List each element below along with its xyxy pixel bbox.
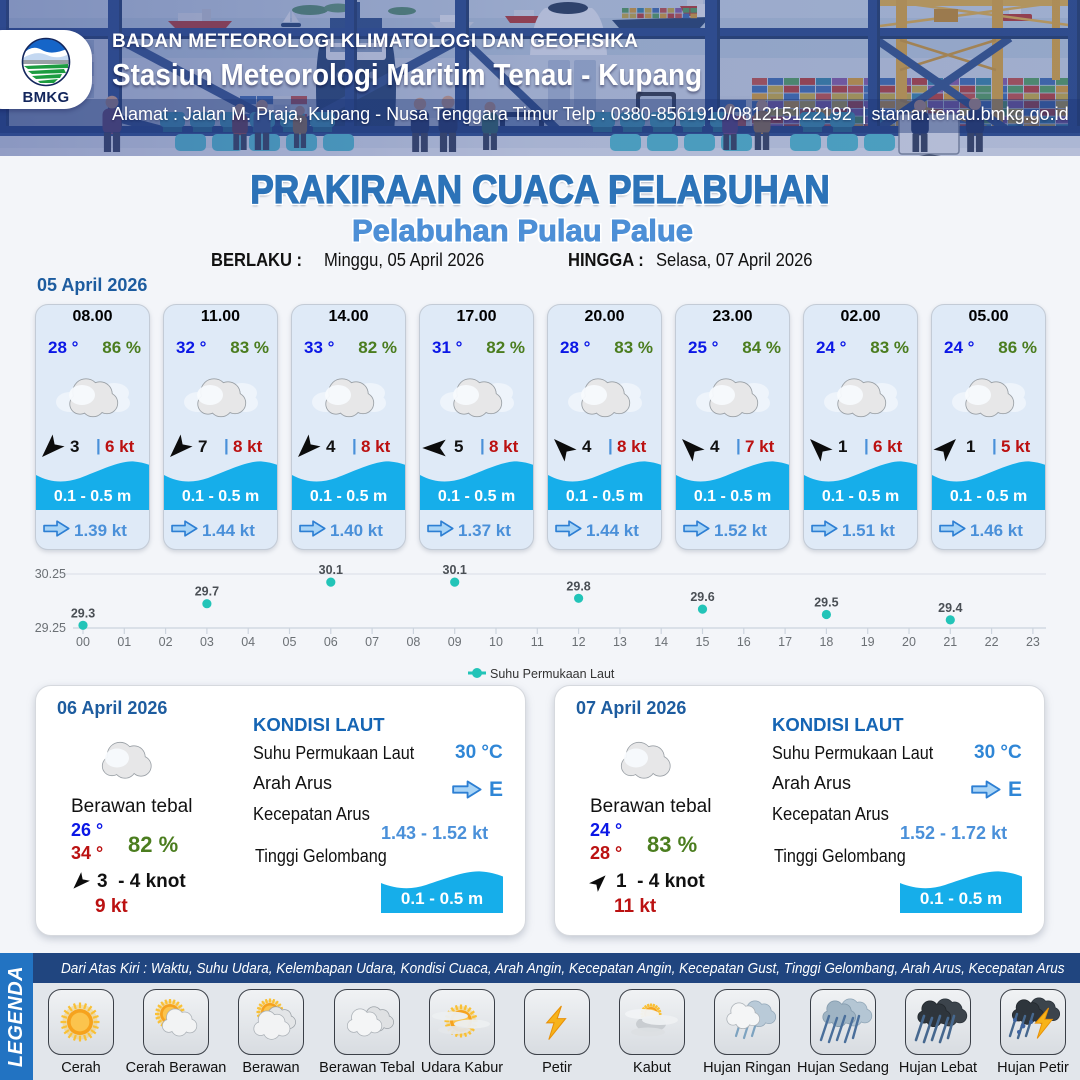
svg-text:07: 07: [365, 635, 379, 649]
svg-text:21: 21: [943, 635, 957, 649]
svg-text:30.25: 30.25: [35, 567, 66, 581]
svg-text:18: 18: [819, 635, 833, 649]
svg-text:09: 09: [448, 635, 462, 649]
svg-text:11: 11: [531, 635, 544, 649]
svg-text:08: 08: [406, 635, 420, 649]
svg-text:10: 10: [489, 635, 503, 649]
svg-text:22: 22: [985, 635, 999, 649]
svg-text:16: 16: [737, 635, 751, 649]
svg-text:06: 06: [324, 635, 338, 649]
svg-text:15: 15: [696, 635, 710, 649]
svg-text:12: 12: [572, 635, 586, 649]
svg-text:23: 23: [1026, 635, 1040, 649]
svg-text:19: 19: [861, 635, 875, 649]
svg-text:05: 05: [283, 635, 297, 649]
svg-text:29.4: 29.4: [938, 601, 962, 615]
svg-text:Suhu Permukaan Laut: Suhu Permukaan Laut: [490, 667, 615, 681]
svg-text:29.25: 29.25: [35, 621, 66, 635]
svg-text:30.1: 30.1: [319, 563, 343, 577]
svg-text:00: 00: [76, 635, 90, 649]
svg-text:29.5: 29.5: [814, 596, 838, 610]
svg-text:04: 04: [241, 635, 255, 649]
svg-text:20: 20: [902, 635, 916, 649]
svg-text:29.6: 29.6: [690, 590, 714, 604]
svg-text:30.1: 30.1: [443, 563, 467, 577]
svg-text:29.3: 29.3: [71, 606, 95, 620]
svg-text:03: 03: [200, 635, 214, 649]
svg-text:13: 13: [613, 635, 627, 649]
svg-text:14: 14: [654, 635, 668, 649]
svg-text:01: 01: [117, 635, 131, 649]
svg-text:29.7: 29.7: [195, 585, 219, 599]
svg-text:29.8: 29.8: [566, 579, 590, 593]
svg-text:17: 17: [778, 635, 792, 649]
svg-text:02: 02: [159, 635, 173, 649]
